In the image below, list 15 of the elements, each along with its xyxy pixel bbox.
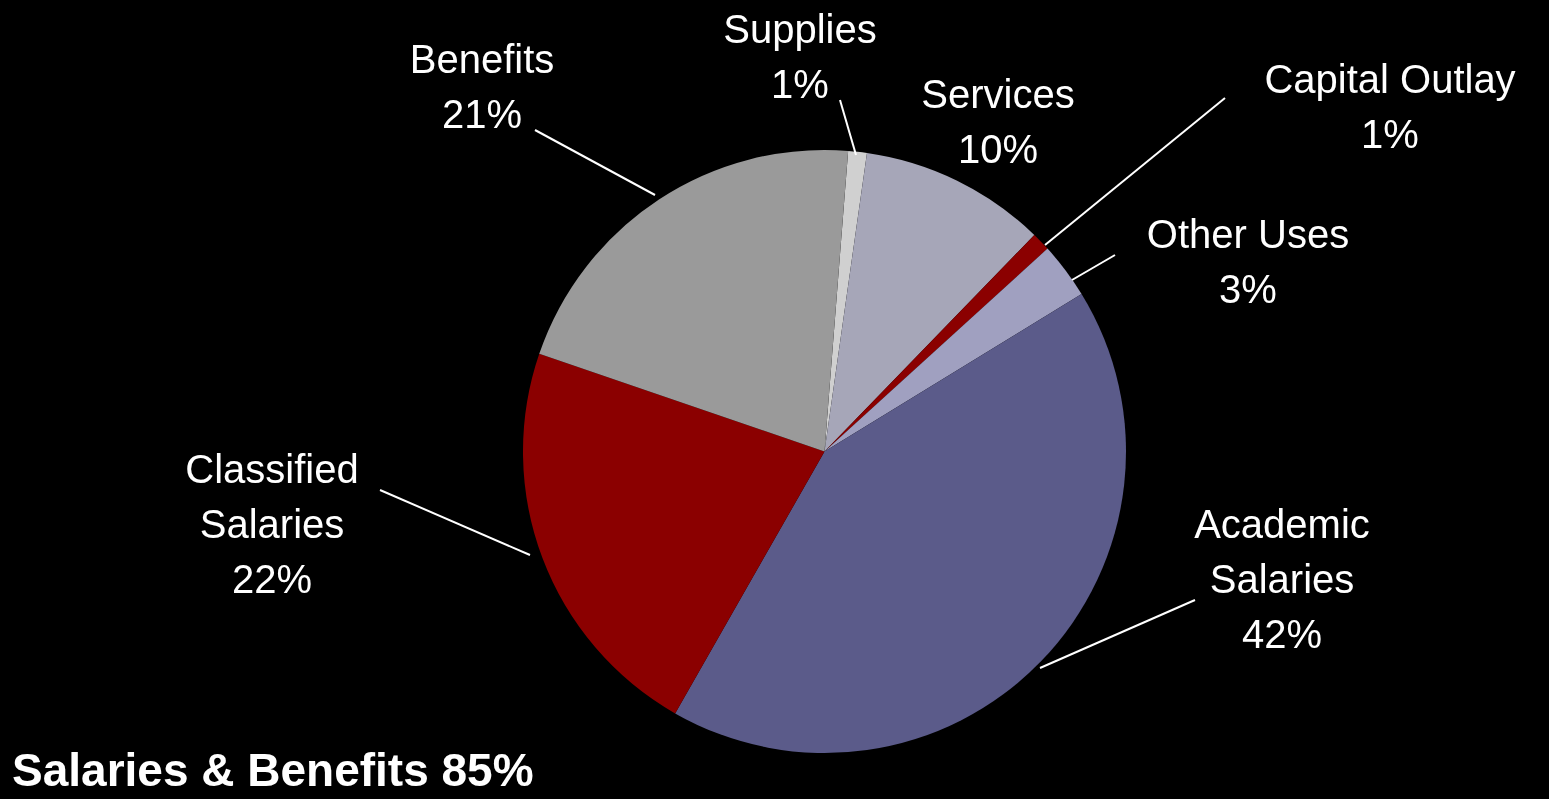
slice-label: Academic Salaries <box>1194 502 1370 602</box>
slice-label: Supplies <box>723 7 877 52</box>
data-label: 21% <box>441 92 523 137</box>
text: Salaries & Benefits 85% <box>12 743 534 797</box>
data-label: 3% <box>1219 267 1277 312</box>
slice-label: Classified Salaries <box>185 447 359 547</box>
slice-label: Other Uses <box>1146 212 1350 257</box>
slice-label: Benefits <box>409 37 555 82</box>
data-label: 1% <box>771 62 829 107</box>
slice-label: Capital Outlay <box>1264 57 1516 102</box>
data-label: 1% <box>1361 112 1419 157</box>
data-label: 22% <box>231 557 313 602</box>
slice-label: Services <box>921 72 1075 117</box>
data-label: 10% <box>957 127 1039 172</box>
data-label: 42% <box>1241 612 1323 657</box>
